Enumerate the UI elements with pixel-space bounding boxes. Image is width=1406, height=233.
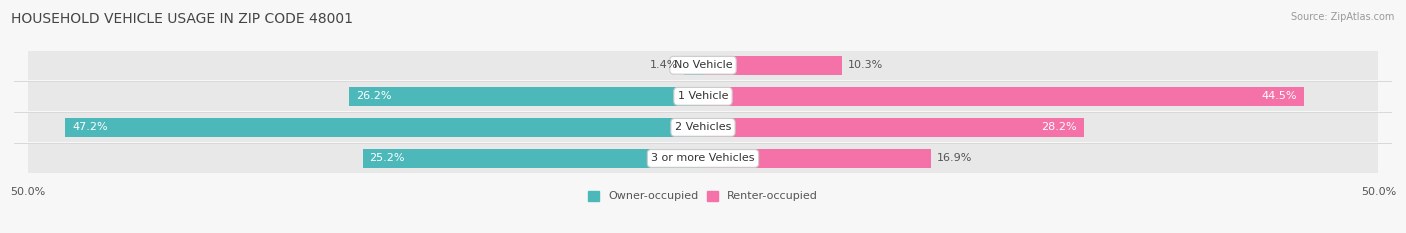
Text: HOUSEHOLD VEHICLE USAGE IN ZIP CODE 48001: HOUSEHOLD VEHICLE USAGE IN ZIP CODE 4800… [11,12,353,26]
Bar [703,149,931,168]
Text: 16.9%: 16.9% [936,154,972,163]
Bar [703,113,1378,142]
Bar [66,118,703,137]
Bar [703,118,1084,137]
Legend: Owner-occupied, Renter-occupied: Owner-occupied, Renter-occupied [588,191,818,201]
Bar [28,82,703,111]
Text: 44.5%: 44.5% [1261,91,1298,101]
Bar [703,51,1378,79]
Bar [703,56,842,75]
Text: 47.2%: 47.2% [72,122,108,132]
Text: 26.2%: 26.2% [356,91,391,101]
Bar [28,144,703,173]
Bar [28,51,703,79]
Text: 10.3%: 10.3% [848,60,883,70]
Text: 1.4%: 1.4% [651,60,679,70]
Text: 25.2%: 25.2% [370,154,405,163]
Text: 3 or more Vehicles: 3 or more Vehicles [651,154,755,163]
Bar [703,87,1305,106]
Text: 2 Vehicles: 2 Vehicles [675,122,731,132]
Bar [28,113,703,142]
Text: 28.2%: 28.2% [1042,122,1077,132]
Bar [703,82,1378,111]
Text: No Vehicle: No Vehicle [673,60,733,70]
Bar [349,87,703,106]
Text: Source: ZipAtlas.com: Source: ZipAtlas.com [1291,12,1395,22]
Bar [363,149,703,168]
Bar [685,56,703,75]
Text: 1 Vehicle: 1 Vehicle [678,91,728,101]
Bar [703,144,1378,173]
